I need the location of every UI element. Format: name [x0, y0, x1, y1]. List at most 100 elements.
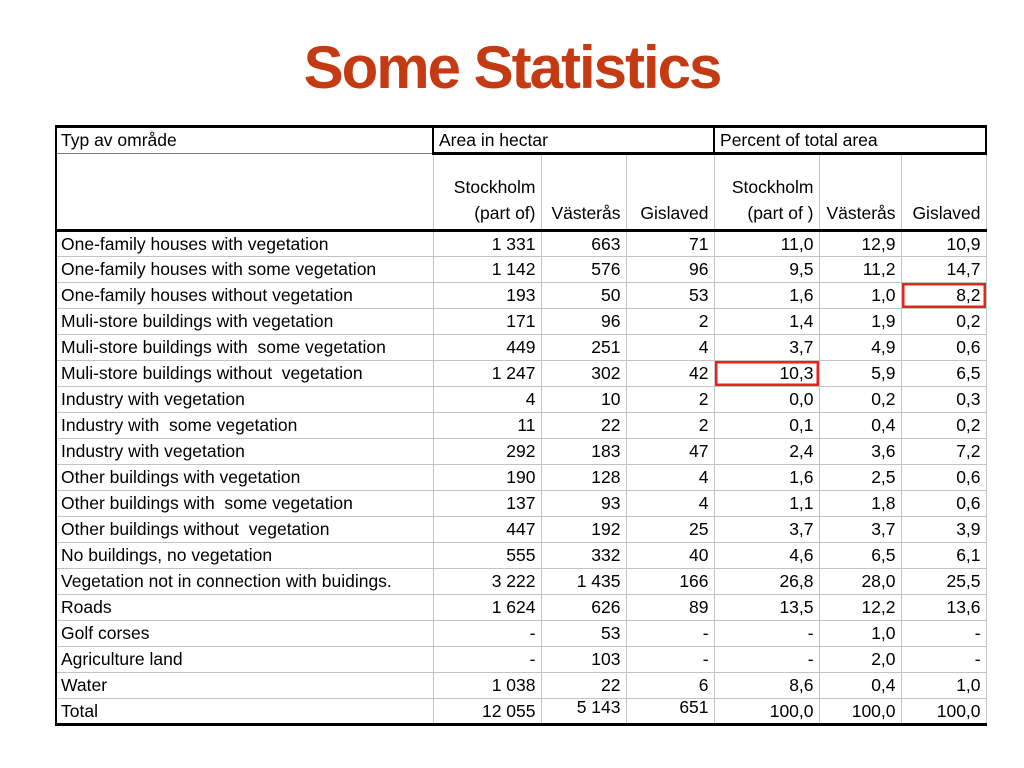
- table-row: Other buildings with some vegetation 137 9…: [56, 490, 987, 517]
- value-cell: 1,0: [818, 282, 902, 309]
- value-cell: 12 055: [432, 698, 541, 725]
- table-row: No buildings, no vegetation 555 332 40 4,6 6,…: [56, 542, 987, 569]
- value-cell: 89: [625, 594, 715, 621]
- value-cell: 13,6: [900, 594, 987, 621]
- value-cell: 26,8: [713, 568, 820, 595]
- value-cell: 3 222: [432, 568, 541, 595]
- value-cell: 626: [540, 594, 626, 621]
- table-row: Other buildings with vegetation 190 128 4 1,…: [56, 464, 987, 491]
- row-label: Agriculture land: [56, 646, 433, 673]
- row-label: Roads: [56, 594, 433, 621]
- value-cell: 100,0: [713, 698, 820, 725]
- value-cell: 292: [432, 438, 541, 465]
- row-label: Muli-store buildings with vegetation: [56, 308, 433, 335]
- value-cell: -: [900, 646, 987, 673]
- row-label: Other buildings without vegetation: [56, 516, 433, 543]
- value-cell: 11,2: [818, 256, 902, 283]
- value-cell: 137: [432, 490, 541, 517]
- value-cell: 128: [540, 464, 626, 491]
- value-cell: 3,9: [900, 516, 987, 543]
- slide-title: Some Statistics: [303, 34, 723, 101]
- value-cell: 71: [625, 230, 715, 257]
- value-cell: 2: [625, 412, 715, 439]
- value-cell: 40: [625, 542, 715, 569]
- value-cell: 6,5: [818, 542, 902, 569]
- value-cell: -: [713, 620, 820, 647]
- row-label: Industry with some vegetation: [56, 412, 433, 439]
- column-header-area-gislaved: Gislaved: [625, 153, 715, 232]
- value-cell: 1 247: [432, 360, 541, 387]
- value-cell: 4: [625, 490, 715, 517]
- value-cell: 1,0: [900, 672, 987, 699]
- value-cell: 1 142: [432, 256, 541, 283]
- value-cell-highlighted: 10,3: [713, 360, 820, 387]
- stats-table: Typ av område Area in hectar Percent of …: [55, 125, 988, 726]
- row-label: Industry with vegetation: [56, 438, 433, 465]
- value-cell: 5 143: [540, 698, 626, 725]
- value-cell: 9,5: [713, 256, 820, 283]
- value-cell: 0,6: [900, 464, 987, 491]
- table-row: Industry with some vegetation 11 22 2 0,1 0,4…: [56, 412, 987, 439]
- value-cell: 192: [540, 516, 626, 543]
- value-cell: 25,5: [900, 568, 987, 595]
- value-cell: 1 435: [540, 568, 626, 595]
- table-row: Agriculture land -103- -2,0-: [56, 646, 987, 673]
- value-cell: -: [625, 620, 715, 647]
- row-label: Industry with vegetation: [56, 386, 433, 413]
- group-header-percent: Percent of total area: [713, 126, 988, 155]
- row-label: One-family houses with vegetation: [56, 230, 433, 257]
- header-city-row: Stockholm (part of) Västerås Gislaved St…: [56, 153, 987, 232]
- value-cell: 0,2: [900, 412, 987, 439]
- value-cell: 0,4: [818, 672, 902, 699]
- value-cell: 100,0: [818, 698, 902, 725]
- value-cell: 193: [432, 282, 541, 309]
- value-cell: 4: [432, 386, 541, 413]
- table-row: Water 1 038 22 6 8,6 0,4 1,0: [56, 672, 987, 699]
- value-cell: 1,9: [818, 308, 902, 335]
- table-row: Muli-store buildings with vegetation 171 9…: [56, 308, 987, 335]
- value-cell: 2,4: [713, 438, 820, 465]
- table-row: Other buildings without vegetation 447 192…: [56, 516, 987, 543]
- table-row: One-family houses without vegetation 193 5…: [56, 282, 987, 309]
- value-cell: 103: [540, 646, 626, 673]
- row-label: Water: [56, 672, 433, 699]
- value-cell: 53: [625, 282, 715, 309]
- row-label: One-family houses with some vegetation: [56, 256, 433, 283]
- value-cell: 171: [432, 308, 541, 335]
- value-cell: 11,0: [713, 230, 820, 257]
- value-cell: 1,6: [713, 282, 820, 309]
- value-cell: 5,9: [818, 360, 902, 387]
- table-row: Vegetation not in connection with buidin…: [56, 568, 987, 595]
- value-cell: 47: [625, 438, 715, 465]
- value-cell: 1,1: [713, 490, 820, 517]
- value-cell: -: [900, 620, 987, 647]
- value-cell: 14,7: [900, 256, 987, 283]
- value-cell: 0,2: [818, 386, 902, 413]
- table-row: One-family houses with some vegetation 1 …: [56, 256, 987, 283]
- value-cell: 0,2: [900, 308, 987, 335]
- value-cell: -: [713, 646, 820, 673]
- table-row: One-family houses with vegetation 1 331 66…: [56, 230, 987, 257]
- value-cell: 100,0: [900, 698, 987, 725]
- value-cell: 25: [625, 516, 715, 543]
- value-cell: 1,4: [713, 308, 820, 335]
- column-header-pct-stockholm: Stockholm (part of ): [713, 153, 820, 232]
- statistics-table: Typ av område Area in hectar Percent of …: [55, 125, 988, 726]
- value-cell: 42: [625, 360, 715, 387]
- value-cell: 190: [432, 464, 541, 491]
- value-cell: 447: [432, 516, 541, 543]
- value-cell: 96: [625, 256, 715, 283]
- value-cell: 10,9: [900, 230, 987, 257]
- corner-header: Typ av område: [56, 126, 433, 154]
- value-cell: 1,0: [818, 620, 902, 647]
- value-cell: 1,8: [818, 490, 902, 517]
- column-header-pct-vasteras: Västerås: [818, 153, 902, 232]
- table-body: Typ av område Area in hectar Percent of …: [56, 126, 988, 725]
- value-cell: 2: [625, 308, 715, 335]
- value-cell: 555: [432, 542, 541, 569]
- value-cell: 2: [625, 386, 715, 413]
- value-cell: 7,2: [900, 438, 987, 465]
- value-cell: 3,6: [818, 438, 902, 465]
- row-label: Muli-store buildings without vegetation: [56, 360, 433, 387]
- value-cell: 4,9: [818, 334, 902, 361]
